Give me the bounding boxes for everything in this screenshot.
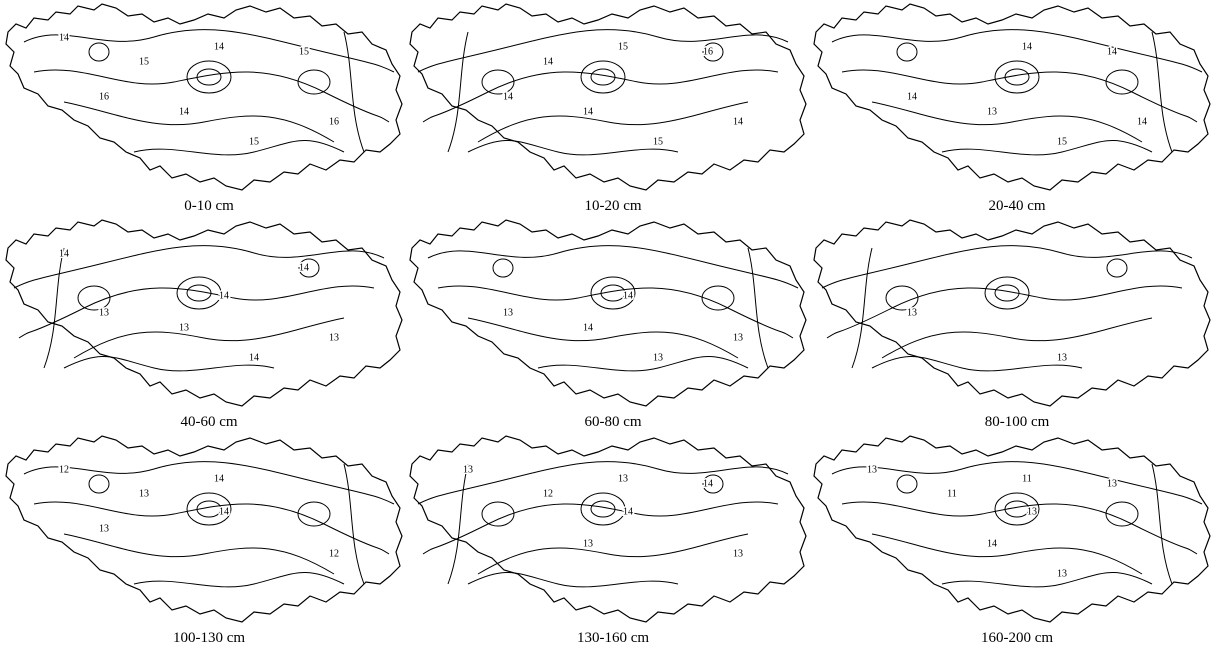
contour-label: 15 [618, 41, 628, 52]
contour-label: 15 [1057, 136, 1067, 147]
panels: 14 15 14 15 14 15 16 16 0-10 cm 14 15 16 14 15 14 14 10-… [6, 4, 1210, 645]
map-panel: 13 13 11 11 13 14 13 160-200 cm [814, 436, 1210, 645]
contour-label: 13 [618, 473, 628, 484]
contour-label: 13 [329, 332, 339, 343]
contour-label: 13 [1027, 506, 1037, 517]
map-outline [814, 4, 1210, 190]
panel-caption: 0-10 cm [184, 198, 234, 214]
contour-label: 16 [99, 91, 109, 102]
contour-label: 13 [653, 352, 663, 363]
contour-label: 14 [583, 106, 593, 117]
contour-label: 13 [1057, 568, 1067, 579]
map-panel: 13 14 13 12 13 14 13 130-160 cm [410, 436, 806, 645]
contour-label: 13 [733, 548, 743, 559]
contour-label: 14 [249, 352, 259, 363]
contour-label: 13 [503, 307, 513, 318]
contour-label: 16 [703, 46, 713, 57]
map-panel: 13 13 80-100 cm [814, 220, 1210, 430]
map-outline [410, 4, 806, 190]
contour-label: 13 [987, 106, 997, 117]
contour-label: 11 [947, 488, 957, 499]
map-panel: 14 13 13 13 14 60-80 cm [410, 220, 806, 430]
contour-label: 12 [329, 548, 339, 559]
contour-label: 13 [907, 307, 917, 318]
contour-label: 14 [214, 41, 224, 52]
contour-label: 14 [1022, 41, 1032, 52]
contour-label: 14 [907, 91, 917, 102]
contour-label: 13 [733, 332, 743, 343]
contour-label: 11 [1022, 473, 1032, 484]
panel-caption: 20-40 cm [988, 198, 1045, 214]
contour-map-figure: 14 15 14 15 14 15 16 16 0-10 cm 14 15 16 14 15 14 14 10-… [0, 0, 1218, 645]
panel-caption: 80-100 cm [985, 414, 1050, 430]
contour-label: 12 [543, 488, 553, 499]
contour-label: 14 [623, 290, 633, 301]
contour-label: 12 [59, 464, 69, 475]
contour-label: 15 [299, 46, 309, 57]
panel-caption: 160-200 cm [981, 630, 1053, 645]
panel-caption: 10-20 cm [584, 198, 641, 214]
contour-label: 14 [59, 32, 69, 43]
contour-label: 13 [99, 307, 109, 318]
map-outline [410, 220, 806, 406]
map-panel: 14 15 14 15 14 15 16 16 0-10 cm [6, 4, 402, 214]
contour-label: 14 [623, 506, 633, 517]
contour-label: 13 [99, 523, 109, 534]
panel-caption: 100-130 cm [173, 630, 245, 645]
contour-label: 13 [867, 464, 877, 475]
map-panel: 13 12 14 12 13 14 100-130 cm [6, 436, 402, 645]
contour-label: 14 [1137, 116, 1147, 127]
contour-label: 14 [1107, 46, 1117, 57]
contour-label: 13 [583, 538, 593, 549]
contour-label: 15 [249, 136, 259, 147]
contour-label: 13 [139, 488, 149, 499]
contour-label: 14 [59, 248, 69, 259]
contour-label: 14 [503, 91, 513, 102]
contour-label: 14 [219, 290, 229, 301]
contour-label: 14 [703, 478, 713, 489]
contour-label: 15 [653, 136, 663, 147]
contour-label: 14 [987, 538, 997, 549]
contour-label: 14 [179, 106, 189, 117]
contour-label: 13 [463, 464, 473, 475]
panel-caption: 60-80 cm [584, 414, 641, 430]
map-outline [814, 220, 1210, 406]
contour-label: 13 [179, 322, 189, 333]
panel-caption: 130-160 cm [577, 630, 649, 645]
map-panel: 14 13 14 13 13 14 14 40-60 cm [6, 220, 402, 430]
contour-label: 14 [299, 262, 309, 273]
map-panel: 14 14 13 15 14 14 20-40 cm [814, 4, 1210, 214]
contour-label: 14 [543, 56, 553, 67]
contour-label: 13 [1057, 352, 1067, 363]
panel-caption: 40-60 cm [180, 414, 237, 430]
contour-label: 16 [329, 116, 339, 127]
contour-label: 15 [139, 56, 149, 67]
contour-label: 13 [1107, 478, 1117, 489]
contour-label: 14 [214, 473, 224, 484]
contour-label: 14 [733, 116, 743, 127]
contour-label: 14 [219, 506, 229, 517]
map-panel: 14 15 16 14 15 14 14 10-20 cm [410, 4, 806, 214]
contour-label: 14 [583, 322, 593, 333]
